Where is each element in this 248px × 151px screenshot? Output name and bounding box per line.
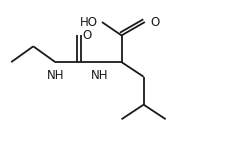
Text: O: O — [150, 16, 159, 29]
Text: HO: HO — [80, 16, 98, 29]
Text: NH: NH — [47, 69, 64, 82]
Text: NH: NH — [91, 69, 108, 82]
Text: O: O — [83, 29, 92, 42]
